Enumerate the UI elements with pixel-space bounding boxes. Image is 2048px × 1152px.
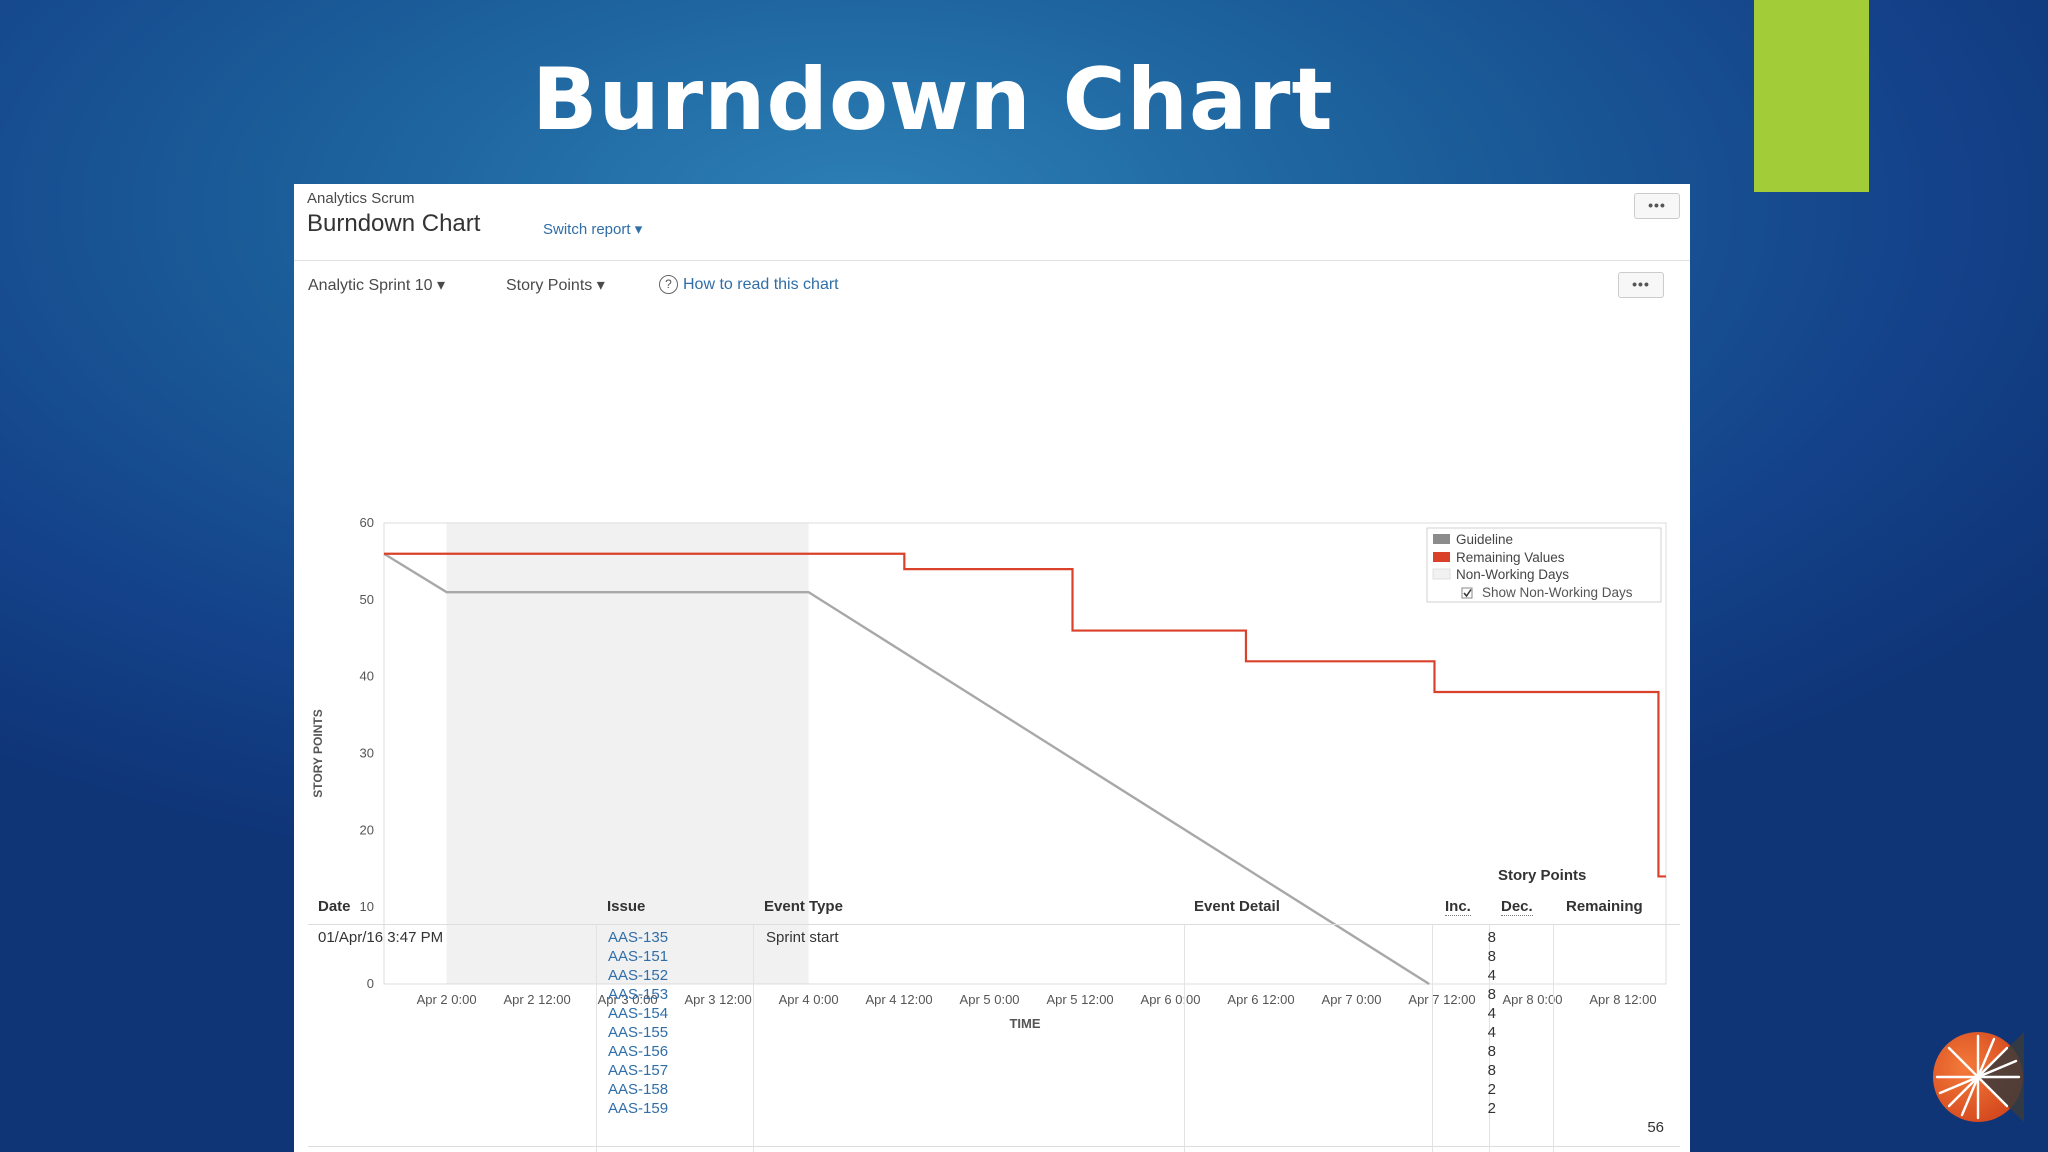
x-tick-label: Apr 3 12:00 (684, 992, 751, 1007)
x-tick-label: Apr 5 0:00 (960, 992, 1020, 1007)
chart-more-button[interactable]: ••• (1618, 272, 1664, 298)
y-axis-label: STORY POINTS (311, 709, 325, 797)
legend-swatch-guideline (1433, 534, 1450, 544)
inc-value: 2 (1487, 1100, 1496, 1117)
legend-guideline: Guideline (1456, 532, 1513, 547)
logo-icon (1933, 1032, 2024, 1122)
sprint-dropdown[interactable]: Analytic Sprint 10 ▾ (308, 277, 445, 294)
inc-value: 8 (1487, 1043, 1496, 1060)
legend-swatch-remaining (1433, 552, 1450, 562)
y-tick-label: 50 (360, 592, 374, 607)
x-tick-label: Apr 3 0:00 (598, 992, 658, 1007)
x-tick-label: Apr 5 12:00 (1046, 992, 1113, 1007)
guideline-series-line (383, 552, 1430, 986)
issue-link[interactable]: AAS-157 (608, 1062, 669, 1079)
legend-non-working: Non-Working Days (1456, 567, 1569, 582)
show-non-working-label: Show Non-Working Days (1482, 585, 1633, 600)
x-tick-label: Apr 4 12:00 (865, 992, 932, 1007)
accent-bar (1754, 0, 1869, 192)
x-tick-label: Apr 2 0:00 (417, 992, 477, 1007)
y-tick-label: 30 (360, 746, 374, 761)
row-remaining: 56 (1647, 1119, 1664, 1136)
x-tick-label: Apr 8 0:00 (1503, 992, 1563, 1007)
switch-report-link[interactable]: Switch report ▾ (543, 221, 643, 238)
row-divider (308, 1146, 1680, 1147)
issue-link[interactable]: AAS-158 (608, 1081, 669, 1098)
report-title: Burndown Chart (307, 210, 481, 237)
estimate-dropdown[interactable]: Story Points ▾ (506, 277, 605, 294)
y-tick-label: 40 (360, 669, 374, 684)
legend-remaining: Remaining Values (1456, 550, 1565, 565)
x-tick-label: Apr 7 12:00 (1408, 992, 1475, 1007)
header-divider (294, 260, 1690, 261)
burndown-chart: 0 10 20 30 40 50 60 Apr 2 0:00 Apr 2 12:00 Apr 3… (311, 515, 1667, 1031)
remaining-values-series-line (384, 552, 1666, 878)
y-tick-label: 60 (360, 515, 374, 530)
show-non-working-checkbox[interactable] (1461, 587, 1473, 599)
x-tick-label: Apr 2 12:00 (503, 992, 570, 1007)
chart-legend: Guideline Remaining Values Non-Working D… (1426, 527, 1662, 603)
y-tick-label: 0 (367, 976, 374, 991)
header-more-button[interactable]: ••• (1634, 193, 1680, 219)
x-tick-label: Apr 4 0:00 (779, 992, 839, 1007)
x-tick-label: Apr 6 12:00 (1227, 992, 1294, 1007)
inc-value: 2 (1487, 1081, 1496, 1098)
non-working-days-band (446, 523, 809, 984)
help-link-label: How to read this chart (683, 276, 839, 293)
x-tick-label: Apr 7 0:00 (1322, 992, 1382, 1007)
jira-report-window: Analytics Scrum Burndown Chart Switch re… (294, 184, 1690, 1152)
x-tick-label: Apr 8 12:00 (1589, 992, 1656, 1007)
slide-title: Burndown Chart (532, 50, 1334, 150)
y-tick-label: 10 (360, 899, 374, 914)
x-tick-label: Apr 6 0:00 (1141, 992, 1201, 1007)
help-icon: ? (659, 275, 678, 294)
y-tick-label: 20 (360, 822, 374, 837)
x-axis-label: TIME (1009, 1016, 1040, 1031)
issue-link[interactable]: AAS-156 (608, 1043, 669, 1060)
issue-link[interactable]: AAS-159 (608, 1100, 669, 1117)
help-link[interactable]: ? How to read this chart (659, 275, 839, 294)
project-name: Analytics Scrum (307, 190, 415, 207)
legend-swatch-non-working (1432, 568, 1451, 580)
inc-value: 8 (1487, 1062, 1496, 1079)
plot-frame (383, 522, 1667, 985)
